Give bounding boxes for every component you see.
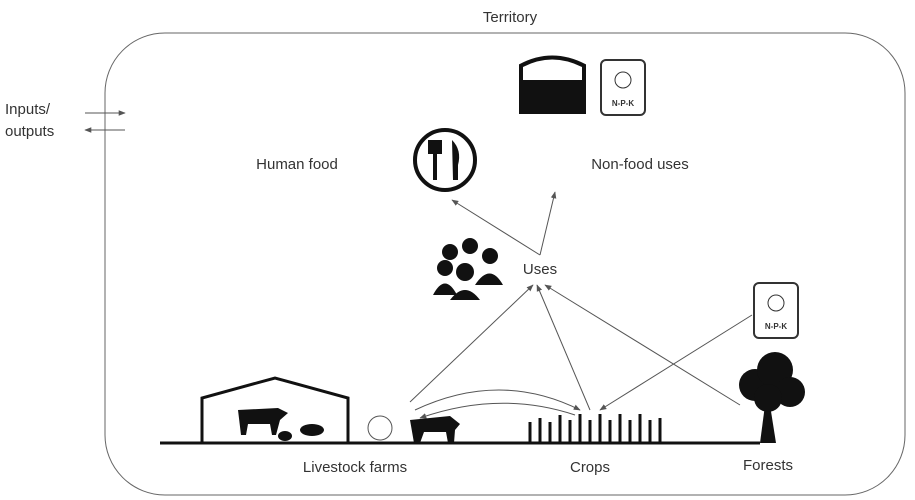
node-label: Non-food uses bbox=[591, 156, 689, 173]
loop-arrow bbox=[368, 416, 392, 440]
fertilizer-bag: N-P-K bbox=[601, 60, 645, 115]
node-label: Uses bbox=[523, 261, 557, 278]
node-label: Livestock farms bbox=[303, 459, 407, 476]
bag-label: N-P-K bbox=[765, 322, 787, 331]
crops-icon bbox=[530, 414, 660, 443]
title: Territory bbox=[483, 9, 538, 26]
tree-icon bbox=[739, 352, 805, 443]
io-label: outputs bbox=[5, 123, 54, 140]
people-icon bbox=[433, 238, 503, 300]
io-label: Inputs/ bbox=[5, 101, 51, 118]
diagram: Territory Inputs/ outputs Human food Non… bbox=[0, 0, 915, 500]
node-label: Forests bbox=[743, 457, 793, 474]
fertilizer-bag: N-P-K bbox=[754, 283, 798, 338]
node-label: Crops bbox=[570, 459, 610, 476]
food-icon bbox=[415, 130, 475, 190]
bag-label: N-P-K bbox=[612, 99, 634, 108]
node-label: Human food bbox=[256, 156, 338, 173]
territory-border bbox=[105, 33, 905, 495]
flow-arrow bbox=[410, 192, 752, 418]
